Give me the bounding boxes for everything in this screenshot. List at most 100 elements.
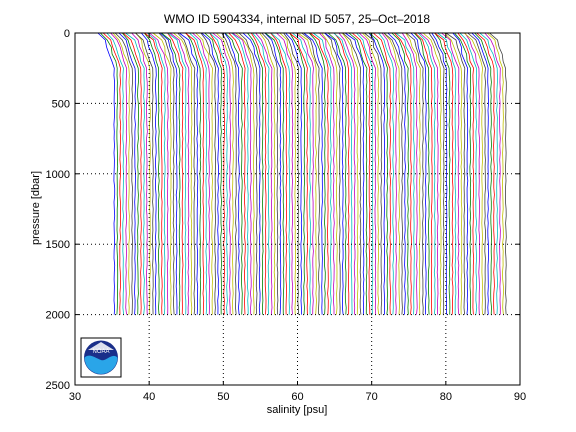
profile-line [149,32,169,315]
profile-line [135,32,154,315]
profile-line [235,32,255,315]
x-tick-label: 70 [366,391,378,403]
profile-line [348,32,368,315]
profile-line [224,32,243,315]
profile-line [434,32,451,315]
profile-line [372,32,392,315]
profile-line [131,32,148,315]
profile-line [228,32,246,315]
x-tick-label: 40 [143,391,155,403]
profile-line [122,32,142,315]
profile-line [259,32,276,315]
profile-line [308,32,326,315]
profile-line [321,32,338,315]
profile-line [410,32,427,315]
profile-line [489,32,507,315]
axis-ticks: 30 40 50 60 70 80 90 0 500 1000 1500 2000 2500 [46,28,527,403]
profile-line [387,32,406,315]
profile-line [169,32,190,315]
profile-line [204,32,223,315]
profile-line [383,32,403,315]
profile-line [215,32,234,315]
profile-line [463,32,484,315]
profile-line [338,32,356,315]
profile-line [270,32,291,315]
profile-line [431,32,448,315]
profile-line [441,32,460,315]
profile-line [242,32,261,315]
profile-line [414,32,433,315]
x-tick-label: 30 [69,391,81,403]
profile-line [159,32,178,315]
profile-line [419,32,439,315]
profile-line [195,32,214,315]
profile-line [247,32,264,315]
profile-line [341,32,359,315]
profile-line [324,32,344,315]
noaa-logo: NOAA [80,337,122,378]
profile-line [405,32,424,315]
y-tick-label: 1500 [46,239,70,251]
profile-line [333,32,350,315]
profile-line [209,32,228,315]
profile-line [158,32,175,315]
profile-line [110,32,128,315]
profile-line [212,32,231,315]
profile-line [292,32,311,315]
x-tick-label: 60 [291,391,303,403]
profile-line [121,32,139,315]
profile-line [301,32,320,315]
profile-line [484,32,501,315]
profile-line [261,32,279,315]
profile-line [362,32,380,315]
profile-line [391,32,409,315]
profile-line [264,32,282,315]
profile-line [295,32,314,315]
profile-line [97,32,116,315]
profile-line [112,32,130,315]
y-axis-label: pressure [dbar] [30,171,42,245]
profile-line [364,32,383,315]
profile-line [401,32,418,315]
profile-line [192,32,211,315]
profile-line [140,32,157,315]
profile-line [252,32,270,315]
profile-line [189,32,208,315]
profile-line [100,32,119,315]
profile-line [356,32,374,315]
profile-line [444,32,463,315]
x-tick-label: 80 [440,391,452,403]
profile-line [270,32,288,315]
x-tick-label: 90 [514,391,526,403]
profile-line [405,32,421,315]
profile-line [283,32,300,315]
y-tick-label: 2000 [46,310,70,322]
profile-line [102,32,122,315]
profile-line [378,32,395,315]
profile-line [342,32,362,315]
profile-line [319,32,335,315]
x-axis-label: salinity [psu] [267,404,328,416]
profile-line [135,32,151,315]
profile-line [459,32,478,315]
profile-line [467,32,486,315]
profile-line [167,32,187,315]
profile-line [395,32,415,315]
grid-lines [75,33,520,385]
chart-title: WMO ID 5904334, internal ID 5057, 25–Oct… [164,12,430,26]
profile-line [351,32,371,315]
profile-line [476,32,495,315]
x-tick-label: 50 [217,391,229,403]
y-tick-label: 2500 [46,380,70,392]
profile-line [201,32,220,315]
profile-line [289,32,306,315]
profile-line [479,32,498,315]
profile-line [250,32,267,315]
profile-line [144,32,163,315]
profile-line [303,32,323,315]
profile-line [413,32,430,315]
profile-line [238,32,258,315]
profile-line [417,32,436,315]
profile-line [422,32,442,315]
